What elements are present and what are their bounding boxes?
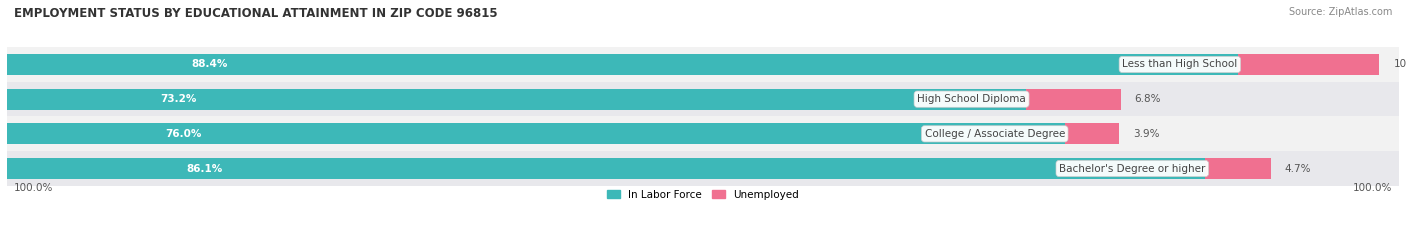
Text: 73.2%: 73.2% bbox=[160, 94, 197, 104]
Text: 10.2%: 10.2% bbox=[1393, 59, 1406, 69]
Text: Less than High School: Less than High School bbox=[1122, 59, 1237, 69]
Text: High School Diploma: High School Diploma bbox=[917, 94, 1026, 104]
Text: 3.9%: 3.9% bbox=[1133, 129, 1160, 139]
Text: 4.7%: 4.7% bbox=[1285, 164, 1312, 174]
Bar bbox=[7, 89, 1026, 110]
Text: 100.0%: 100.0% bbox=[14, 183, 53, 193]
Bar bbox=[1064, 123, 1119, 144]
Bar bbox=[1026, 89, 1121, 110]
Bar bbox=[7, 47, 1399, 82]
Text: 6.8%: 6.8% bbox=[1135, 94, 1161, 104]
Text: 76.0%: 76.0% bbox=[166, 129, 202, 139]
Text: 88.4%: 88.4% bbox=[191, 59, 228, 69]
Text: 100.0%: 100.0% bbox=[1353, 183, 1392, 193]
Bar bbox=[7, 116, 1399, 151]
Bar bbox=[1237, 54, 1379, 75]
Bar bbox=[7, 123, 1064, 144]
Bar bbox=[7, 82, 1399, 116]
Text: Bachelor's Degree or higher: Bachelor's Degree or higher bbox=[1059, 164, 1205, 174]
Text: 86.1%: 86.1% bbox=[187, 164, 224, 174]
Text: Source: ZipAtlas.com: Source: ZipAtlas.com bbox=[1288, 7, 1392, 17]
Text: College / Associate Degree: College / Associate Degree bbox=[925, 129, 1064, 139]
Bar bbox=[7, 158, 1205, 179]
Text: EMPLOYMENT STATUS BY EDUCATIONAL ATTAINMENT IN ZIP CODE 96815: EMPLOYMENT STATUS BY EDUCATIONAL ATTAINM… bbox=[14, 7, 498, 20]
Bar bbox=[1205, 158, 1271, 179]
Legend: In Labor Force, Unemployed: In Labor Force, Unemployed bbox=[603, 185, 803, 204]
Bar bbox=[7, 151, 1399, 186]
Bar bbox=[7, 54, 1237, 75]
